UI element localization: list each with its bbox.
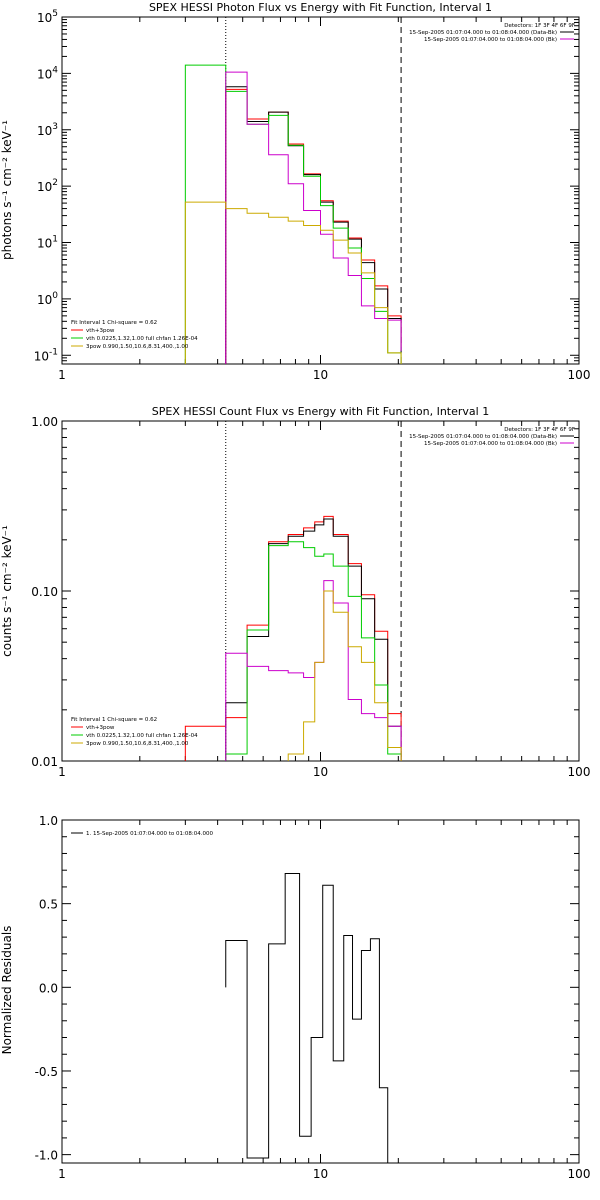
y-tick-label: 0.01 [31,755,58,769]
y-tick-label: 105 [37,9,58,25]
fit-info-label: Fit Interval 1 Chi-square = 0.62 [71,717,157,723]
legend-entry: 3pow 0.990,1.50,10.6,8.31,400.,1.00 [86,344,189,350]
x-tick-label: 100 [568,1167,591,1181]
legend-entry: vth+3pow [86,328,115,334]
series-step-line [184,64,402,364]
y-tick-label: 101 [37,235,58,251]
legend-entry: vth 0.0225,1.32,1.00 full chfan 1.26E-04 [86,733,198,739]
x-tick-label: 1 [58,765,66,779]
series-step-line [225,71,402,364]
time-range-label: 15-Sep-2005 01:07:04.000 to 01:08:04.000… [409,434,557,440]
y-axis-label: Normalized Residuals [0,926,14,1055]
series-step-line [287,590,402,761]
detectors-label: Detectors: 1F 3F 4F 6F 9F [504,23,575,29]
y-tick-label: 0.0 [39,981,58,995]
plot-frame [61,819,580,1164]
x-tick-label: 10 [313,1167,328,1181]
x-tick-label: 100 [568,368,591,382]
series-step-line [184,515,402,761]
y-tick-label: 104 [37,65,58,81]
series-step-line [225,541,402,761]
x-tick-label: 1 [58,1167,66,1181]
residuals-panel: 1 10 100 1.0 0.5 0.0 -0.5 -1.0 Normalized Residu… [0,814,590,1181]
y-tick-label: 1.00 [31,415,58,429]
chart-title: SPEX HESSI Count Flux vs Energy with Fit… [152,405,489,418]
time-range-label: 15-Sep-2005 01:07:04.000 to 01:08:04.000… [409,30,557,36]
x-tick-label: 100 [568,765,591,779]
series-step-line [225,88,402,364]
y-axis-label: counts s⁻¹ cm⁻² keV⁻¹ [0,525,14,657]
series-step-line [225,86,402,364]
legend-entry: 1. 15-Sep-2005 01:07:04.000 to 01:08:04.… [86,831,213,837]
legend-entry: vth+3pow [86,725,115,731]
detectors-label: Detectors: 1F 3F 4F 6F 9F [504,427,575,433]
chart-title: SPEX HESSI Photon Flux vs Energy with Fi… [149,1,492,14]
x-tick-label: 1 [58,368,66,382]
y-tick-label: 0.5 [39,898,58,912]
y-tick-label: -0.5 [35,1065,58,1079]
y-tick-label: 1.0 [39,814,58,828]
y-axis-label: photons s⁻¹ cm⁻² keV⁻¹ [0,120,14,260]
y-tick-label: 103 [37,122,58,138]
x-tick-label: 10 [313,368,328,382]
legend-entry: 3pow 0.990,1.50,10.6,8.31,400.,1.00 [86,741,189,747]
series-step-line [225,873,389,1163]
legend-entry: vth 0.0225,1.32,1.00 full chfan 1.26E-04 [86,336,198,342]
y-tick-label: 10-1 [34,347,58,363]
y-tick-label: -1.0 [35,1149,58,1163]
y-tick-label: 102 [37,178,58,194]
series-step-line [184,201,402,364]
count-flux-panel: SPEX HESSI Count Flux vs Energy with Fit… [0,405,590,779]
time-range-label: 15-Sep-2005 01:07:04.000 to 01:08:04.000… [424,37,557,43]
photon-flux-panel: SPEX HESSI Photon Flux vs Energy with Fi… [0,1,590,382]
y-tick-label: 0.10 [31,585,58,599]
x-tick-label: 10 [313,765,328,779]
time-range-label: 15-Sep-2005 01:07:04.000 to 01:08:04.000… [424,441,557,447]
plot-frame [61,420,580,762]
y-tick-label: 100 [37,291,58,307]
fit-info-label: Fit Interval 1 Chi-square = 0.62 [71,320,157,326]
